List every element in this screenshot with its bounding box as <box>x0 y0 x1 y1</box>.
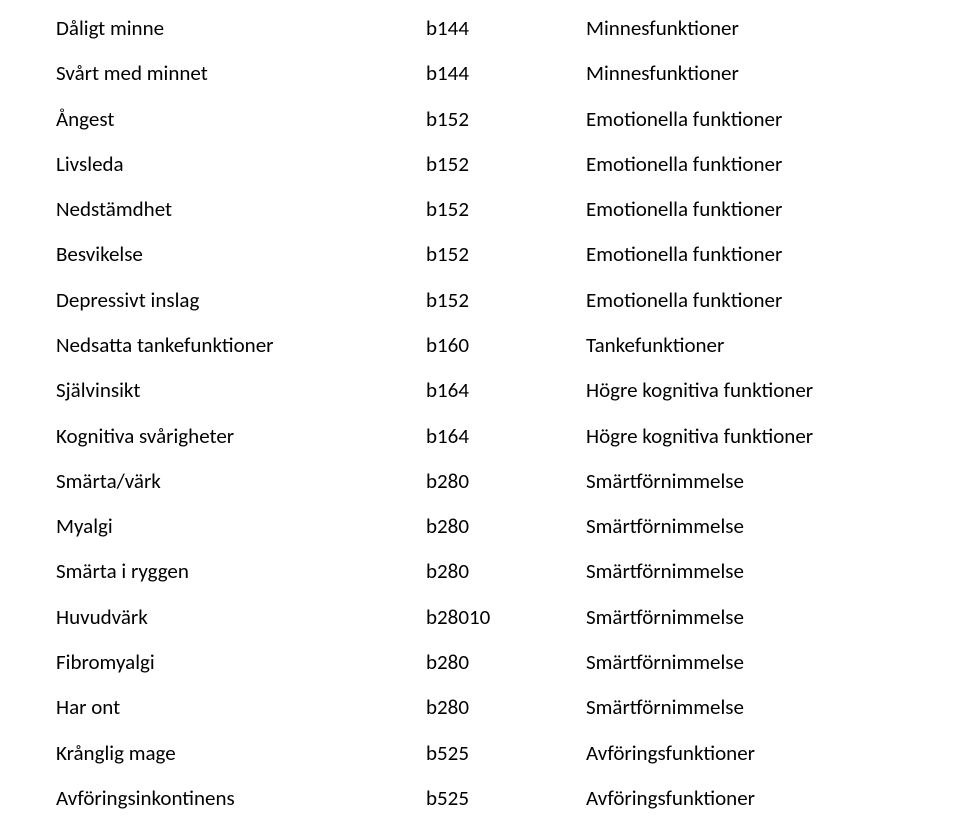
table-row: Myalgib280Smärtförnimmelse <box>56 514 871 539</box>
table-row: Fibromyalgib280Smärtförnimmelse <box>56 650 871 675</box>
symptom-label: Nedsatta tankefunktioner <box>56 333 426 358</box>
code-value: b152 <box>426 107 586 132</box>
table-row: Krånglig mageb525Avföringsfunktioner <box>56 741 871 766</box>
symptom-label: Besvikelse <box>56 242 426 267</box>
table-row: Smärta/värkb280Smärtförnimmelse <box>56 469 871 494</box>
code-value: b152 <box>426 288 586 313</box>
table-row: Svårt med minnetb144Minnesfunktioner <box>56 61 871 86</box>
function-label: Smärtförnimmelse <box>586 469 871 494</box>
code-value: b152 <box>426 152 586 177</box>
symptom-label: Svårt med minnet <box>56 61 426 86</box>
symptom-label: Depressivt inslag <box>56 288 426 313</box>
symptom-label: Krånglig mage <box>56 741 426 766</box>
code-value: b525 <box>426 741 586 766</box>
symptom-label: Ångest <box>56 107 426 132</box>
symptom-label: Dåligt minne <box>56 16 426 41</box>
symptom-label: Kognitiva svårigheter <box>56 424 426 449</box>
table-row: Avföringsinkontinensb525Avföringsfunktio… <box>56 786 871 811</box>
code-value: b144 <box>426 16 586 41</box>
code-value: b144 <box>426 61 586 86</box>
table-row: Ångestb152Emotionella funktioner <box>56 107 871 132</box>
function-label: Avföringsfunktioner <box>586 741 871 766</box>
function-label: Minnesfunktioner <box>586 16 871 41</box>
function-label: Högre kognitiva funktioner <box>586 378 871 403</box>
code-value: b152 <box>426 242 586 267</box>
function-label: Högre kognitiva funktioner <box>586 424 871 449</box>
document-page: Dåligt minneb144MinnesfunktionerSvårt me… <box>0 0 959 827</box>
table-row: Självinsiktb164Högre kognitiva funktione… <box>56 378 871 403</box>
function-label: Tankefunktioner <box>586 333 871 358</box>
table-row: Dåligt minneb144Minnesfunktioner <box>56 16 871 41</box>
function-label: Emotionella funktioner <box>586 242 871 267</box>
function-label: Smärtförnimmelse <box>586 559 871 584</box>
symptom-label: Har ont <box>56 695 426 720</box>
symptom-label: Myalgi <box>56 514 426 539</box>
table-row: Har ontb280Smärtförnimmelse <box>56 695 871 720</box>
code-value: b164 <box>426 424 586 449</box>
code-value: b28010 <box>426 605 586 630</box>
table-row: Nedstämdhetb152Emotionella funktioner <box>56 197 871 222</box>
symptom-label: Avföringsinkontinens <box>56 786 426 811</box>
table-row: Livsledab152Emotionella funktioner <box>56 152 871 177</box>
code-value: b280 <box>426 514 586 539</box>
function-label: Avföringsfunktioner <box>586 786 871 811</box>
function-label: Smärtförnimmelse <box>586 514 871 539</box>
table-row: Kognitiva svårigheterb164Högre kognitiva… <box>56 424 871 449</box>
function-label: Emotionella funktioner <box>586 288 871 313</box>
table-row: Depressivt inslagb152Emotionella funktio… <box>56 288 871 313</box>
code-value: b280 <box>426 559 586 584</box>
code-value: b280 <box>426 695 586 720</box>
table-row: Smärta i ryggenb280Smärtförnimmelse <box>56 559 871 584</box>
table-row: Huvudvärkb28010Smärtförnimmelse <box>56 605 871 630</box>
function-label: Emotionella funktioner <box>586 152 871 177</box>
code-value: b164 <box>426 378 586 403</box>
table-row: Nedsatta tankefunktionerb160Tankefunktio… <box>56 333 871 358</box>
function-label: Emotionella funktioner <box>586 107 871 132</box>
symptom-label: Fibromyalgi <box>56 650 426 675</box>
symptom-label: Smärta/värk <box>56 469 426 494</box>
function-label: Smärtförnimmelse <box>586 695 871 720</box>
function-label: Minnesfunktioner <box>586 61 871 86</box>
function-label: Smärtförnimmelse <box>586 650 871 675</box>
symptom-label: Livsleda <box>56 152 426 177</box>
code-value: b152 <box>426 197 586 222</box>
code-value: b280 <box>426 650 586 675</box>
symptom-label: Nedstämdhet <box>56 197 426 222</box>
symptom-label: Smärta i ryggen <box>56 559 426 584</box>
code-value: b280 <box>426 469 586 494</box>
code-value: b525 <box>426 786 586 811</box>
symptom-label: Huvudvärk <box>56 605 426 630</box>
symptom-label: Självinsikt <box>56 378 426 403</box>
table-row: Besvikelseb152Emotionella funktioner <box>56 242 871 267</box>
function-label: Emotionella funktioner <box>586 197 871 222</box>
function-label: Smärtförnimmelse <box>586 605 871 630</box>
code-value: b160 <box>426 333 586 358</box>
